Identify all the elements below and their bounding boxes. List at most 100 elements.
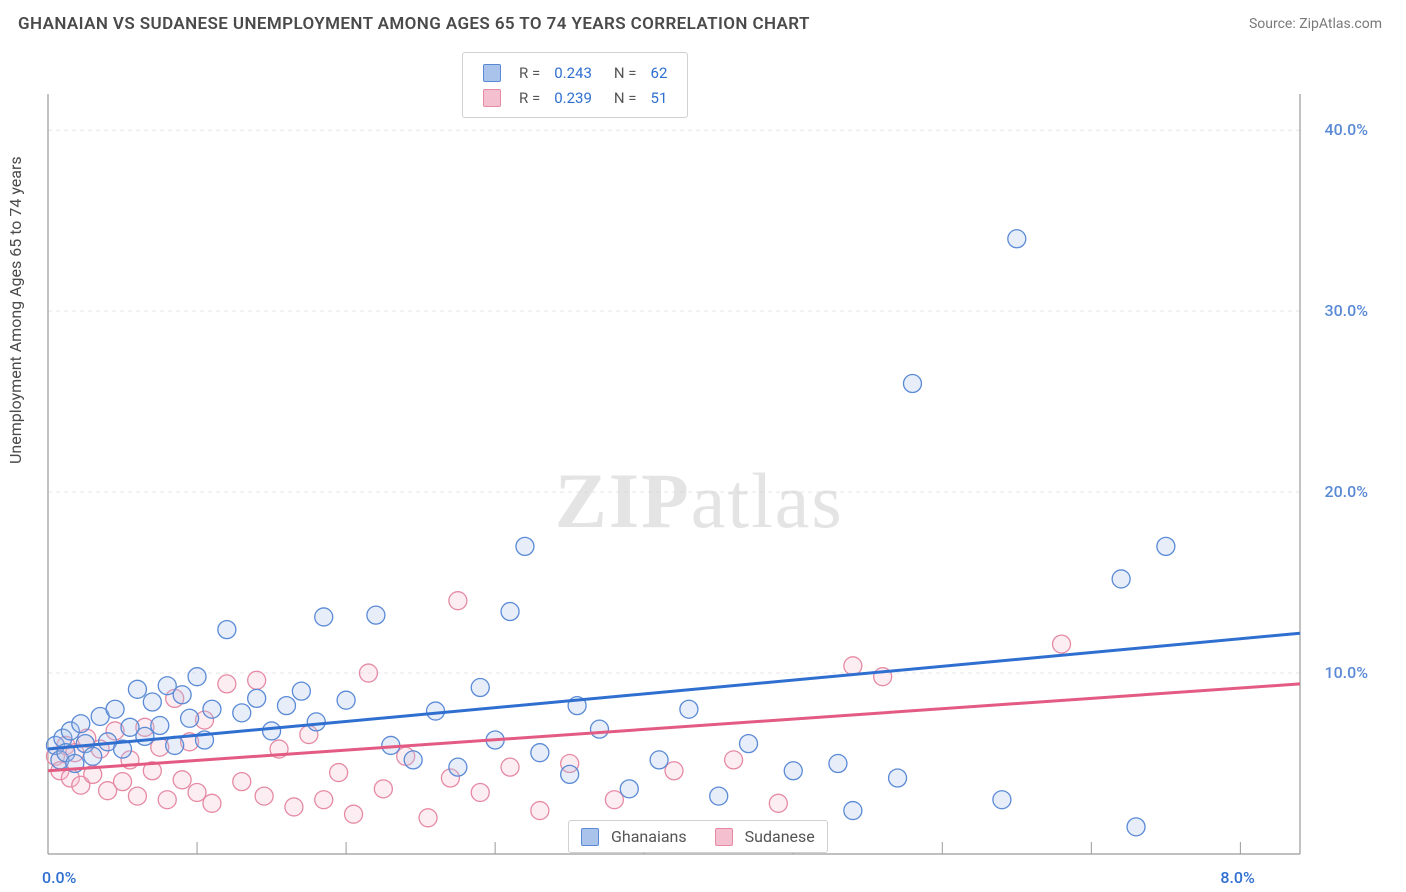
legend-swatch: [581, 828, 599, 846]
data-point: [1053, 635, 1071, 653]
data-point: [345, 805, 363, 823]
data-point: [784, 762, 802, 780]
ytick-label: 40.0%: [1324, 120, 1368, 139]
legend-r-label: R =: [513, 61, 546, 84]
series-legend-item: Sudanese: [715, 827, 815, 846]
data-point: [590, 720, 608, 738]
data-point: [501, 603, 519, 621]
trend-line: [48, 684, 1300, 771]
data-point: [903, 375, 921, 393]
legend-r-value: 0.239: [548, 86, 598, 109]
data-point: [315, 608, 333, 626]
data-point: [188, 668, 206, 686]
data-point: [427, 702, 445, 720]
data-point: [233, 704, 251, 722]
data-point: [829, 755, 847, 773]
data-point: [277, 697, 295, 715]
data-point: [725, 751, 743, 769]
data-point: [203, 700, 221, 718]
correlation-table: R =0.243N =62R =0.239N =51: [475, 59, 675, 111]
data-point: [292, 682, 310, 700]
data-point: [419, 809, 437, 827]
data-point: [128, 787, 146, 805]
data-point: [285, 798, 303, 816]
data-point: [136, 727, 154, 745]
ytick-label: 10.0%: [1324, 663, 1368, 682]
series-legend: Ghanaians Sudanese: [568, 820, 828, 853]
data-point: [1157, 537, 1175, 555]
y-axis-label: Unemployment Among Ages 65 to 74 years: [6, 156, 25, 464]
data-point: [1127, 818, 1145, 836]
data-point: [337, 691, 355, 709]
data-point: [203, 794, 221, 812]
legend-r-label: R =: [513, 86, 546, 109]
legend-n-label: N =: [600, 61, 643, 84]
data-point: [605, 791, 623, 809]
data-point: [449, 592, 467, 610]
data-point: [248, 689, 266, 707]
data-point: [84, 747, 102, 765]
data-point: [188, 783, 206, 801]
data-point: [889, 769, 907, 787]
data-point: [255, 787, 273, 805]
data-point: [404, 751, 422, 769]
data-point: [374, 780, 392, 798]
data-point: [665, 762, 683, 780]
plot-container: Unemployment Among Ages 65 to 74 years Z…: [0, 44, 1406, 892]
data-point: [307, 713, 325, 731]
data-point: [650, 751, 668, 769]
data-point: [315, 791, 333, 809]
data-point: [330, 764, 348, 782]
data-point: [158, 791, 176, 809]
data-point: [181, 709, 199, 727]
data-point: [471, 783, 489, 801]
source-attribution: Source: ZipAtlas.com: [1249, 16, 1382, 32]
trend-line: [48, 633, 1300, 749]
data-point: [844, 802, 862, 820]
xtick-label: 0.0%: [42, 868, 76, 887]
data-point: [114, 773, 132, 791]
header-row: GHANAIAN VS SUDANESE UNEMPLOYMENT AMONG …: [0, 0, 1406, 42]
data-point: [844, 657, 862, 675]
data-point: [173, 771, 191, 789]
data-point: [471, 679, 489, 697]
data-point: [233, 773, 251, 791]
data-point: [620, 780, 638, 798]
data-point: [218, 621, 236, 639]
data-point: [740, 735, 758, 753]
data-point: [449, 758, 467, 776]
legend-n-value: 62: [645, 61, 674, 84]
data-point: [151, 717, 169, 735]
data-point: [501, 758, 519, 776]
data-point: [128, 680, 146, 698]
scatter-plot: [0, 44, 1406, 892]
legend-row: R =0.243N =62: [477, 61, 673, 84]
data-point: [359, 664, 377, 682]
series-name: Ghanaians: [611, 827, 687, 846]
ytick-label: 30.0%: [1324, 301, 1368, 320]
data-point: [173, 686, 191, 704]
correlation-legend: R =0.243N =62R =0.239N =51: [462, 52, 688, 118]
legend-swatch: [483, 64, 501, 82]
chart-title: GHANAIAN VS SUDANESE UNEMPLOYMENT AMONG …: [18, 14, 810, 34]
data-point: [72, 715, 90, 733]
data-point: [248, 671, 266, 689]
legend-n-label: N =: [600, 86, 643, 109]
data-point: [143, 693, 161, 711]
data-point: [531, 802, 549, 820]
data-point: [769, 794, 787, 812]
series-legend-item: Ghanaians: [581, 827, 687, 846]
data-point: [680, 700, 698, 718]
data-point: [710, 787, 728, 805]
data-point: [367, 606, 385, 624]
legend-n-value: 51: [645, 86, 674, 109]
legend-swatch: [715, 828, 733, 846]
data-point: [263, 722, 281, 740]
legend-swatch: [483, 89, 501, 107]
data-point: [1008, 230, 1026, 248]
legend-row: R =0.239N =51: [477, 86, 673, 109]
data-point: [993, 791, 1011, 809]
ytick-label: 20.0%: [1324, 482, 1368, 501]
data-point: [531, 744, 549, 762]
legend-r-value: 0.243: [548, 61, 598, 84]
